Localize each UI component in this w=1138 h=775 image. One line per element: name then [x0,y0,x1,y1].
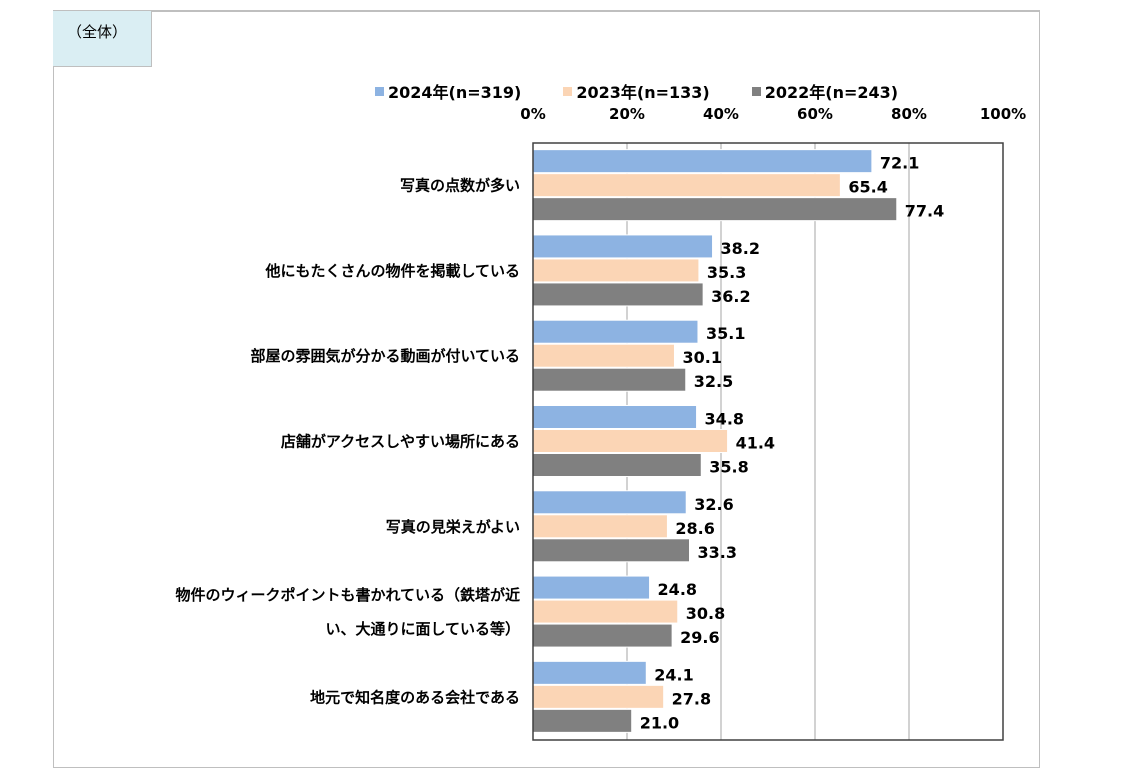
bar [532,708,633,733]
bar [532,429,729,453]
category-label: 写真の点数が多い [400,177,520,195]
bar [532,282,704,307]
legend-label: 2023年(n=133) [576,83,710,102]
bar [532,149,873,174]
x-tick-label: 60% [797,105,833,123]
bar [532,599,679,624]
legend-item-2023: 2023年(n=133) [563,79,710,103]
bar [532,197,898,222]
bar [532,453,702,477]
legend-label: 2022年(n=243) [764,83,899,102]
legend-swatch [563,86,573,96]
x-tick-label: 0% [520,105,545,123]
data-label: 34.8 [705,410,744,429]
category-label: 店舗がアクセスしやすい場所にある [281,433,520,451]
data-label: 35.8 [709,458,748,477]
legend-item-2024: 2024年(n=319) [375,79,521,103]
x-tick-label: 100% [980,105,1026,123]
bar [532,490,687,515]
data-label: 27.8 [672,689,711,708]
data-label: 36.2 [711,287,750,306]
data-label: 30.8 [686,604,725,623]
data-label: 24.8 [658,580,697,599]
bar [532,234,714,259]
legend-swatch [375,86,384,96]
data-label: 41.4 [736,434,775,453]
data-label: 21.0 [640,713,679,732]
x-tick-label: 40% [703,105,739,123]
bar [532,684,665,709]
data-label: 38.2 [721,239,760,258]
data-label: 32.5 [694,372,733,391]
data-label: 77.4 [905,202,944,221]
data-label: 29.6 [680,628,719,647]
category-label: 写真の見栄えがよい [386,518,520,536]
bar [532,575,651,600]
bar [532,514,668,539]
chart-frame [53,10,1040,768]
category-label: 地元で知名度のある会社である [310,688,520,706]
category-label: 部屋の雰囲気が分かる動画が付いている [250,347,520,365]
legend-swatch [751,86,761,96]
category-label: 他にもたくさんの物件を掲載している [264,262,520,280]
data-label: 32.6 [694,495,733,514]
data-label: 35.1 [706,324,745,343]
data-label: 72.1 [880,154,919,173]
category-label: 物件のウィークポイントも書かれている（鉄塔が近 [175,586,520,604]
bar [532,343,675,368]
plot-border [532,142,1004,741]
legend: 2024年(n=319) 2023年(n=133) 2022年(n=243) [375,79,898,103]
bar [532,173,841,198]
panel-label: （全体） [53,11,152,67]
bar [532,660,647,685]
bar [532,319,699,344]
legend-item-2022: 2022年(n=243) [751,79,899,103]
x-tick-label: 20% [609,105,645,123]
category-label: い、大通りに面している等） [325,620,520,638]
data-label: 30.1 [682,348,721,367]
data-label: 33.3 [698,543,737,562]
data-label: 35.3 [707,263,746,282]
data-label: 28.6 [675,519,714,538]
bar [532,258,700,283]
data-label: 24.1 [654,665,693,684]
bar [532,405,698,429]
x-tick-label: 80% [891,105,927,123]
bar [532,367,687,392]
data-label: 65.4 [848,178,887,197]
bar [532,623,673,648]
bar [532,538,691,563]
legend-label: 2024年(n=319) [388,83,522,102]
